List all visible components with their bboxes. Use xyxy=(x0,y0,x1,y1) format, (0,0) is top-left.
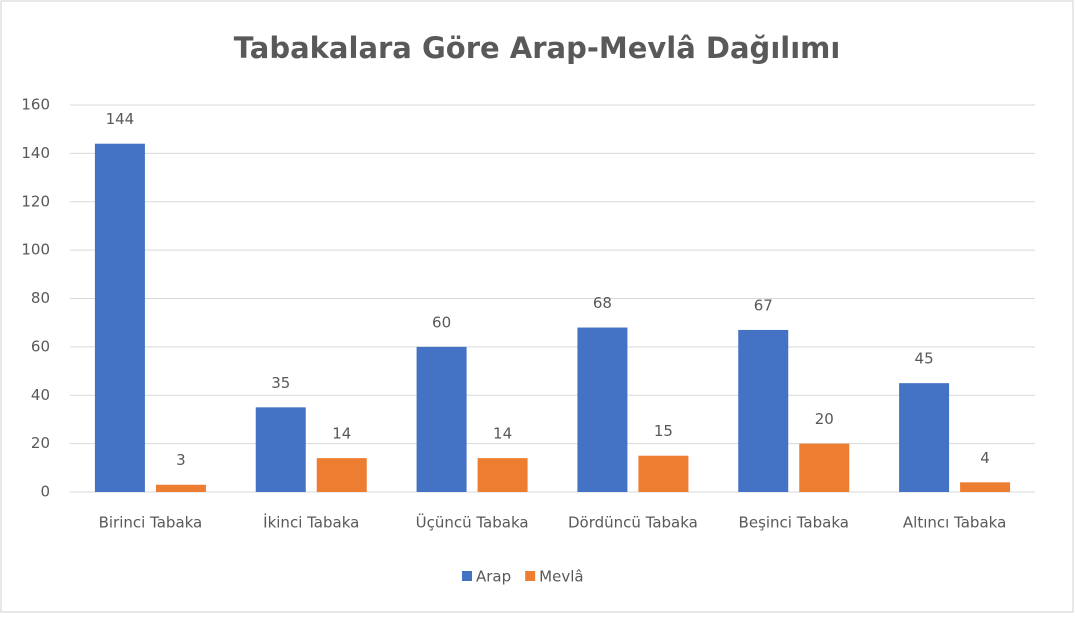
x-tick-label: Üçüncü Tabaka xyxy=(416,513,529,532)
data-label: 68 xyxy=(593,294,612,312)
bar xyxy=(416,346,467,492)
data-label: 15 xyxy=(654,422,673,440)
data-label: 4 xyxy=(980,449,990,467)
y-tick-label: 140 xyxy=(21,144,50,162)
y-tick-label: 0 xyxy=(40,483,50,501)
bar xyxy=(799,443,850,492)
legend-label: Arap xyxy=(476,568,511,586)
bar xyxy=(577,327,628,492)
bar xyxy=(960,482,1011,492)
bar xyxy=(899,383,950,492)
data-label: 60 xyxy=(432,313,451,331)
legend-label: Mevlâ xyxy=(539,568,583,586)
legend-swatch xyxy=(462,571,472,581)
y-tick-label: 60 xyxy=(31,337,50,355)
data-label: 14 xyxy=(493,425,512,443)
data-label: 67 xyxy=(754,296,773,314)
bar xyxy=(255,407,306,492)
y-tick-label: 40 xyxy=(31,386,50,404)
x-tick-label: Beşinci Tabaka xyxy=(739,514,849,532)
data-label: 45 xyxy=(915,350,934,368)
data-label: 14 xyxy=(332,425,351,443)
bar xyxy=(638,455,689,492)
y-tick-label: 100 xyxy=(21,241,50,259)
bar xyxy=(316,458,367,492)
legend-swatch xyxy=(525,571,536,581)
data-label: 3 xyxy=(176,451,186,469)
bar xyxy=(155,484,206,492)
bar xyxy=(94,143,145,492)
data-label: 20 xyxy=(815,410,834,428)
y-tick-label: 80 xyxy=(31,289,50,307)
data-label: 35 xyxy=(271,374,290,392)
data-label: 144 xyxy=(106,110,135,128)
bar xyxy=(738,329,789,492)
y-tick-label: 160 xyxy=(21,96,50,114)
x-tick-label: Altıncı Tabaka xyxy=(903,514,1006,532)
y-tick-label: 20 xyxy=(31,434,50,452)
y-tick-label: 120 xyxy=(21,192,50,210)
x-tick-label: Dördüncü Tabaka xyxy=(568,514,698,532)
bar xyxy=(477,458,528,492)
chart-title: Tabakalara Göre Arap-Mevlâ Dağılımı xyxy=(234,31,841,65)
x-tick-label: Birinci Tabaka xyxy=(99,514,203,532)
x-tick-label: İkinci Tabaka xyxy=(263,513,359,532)
